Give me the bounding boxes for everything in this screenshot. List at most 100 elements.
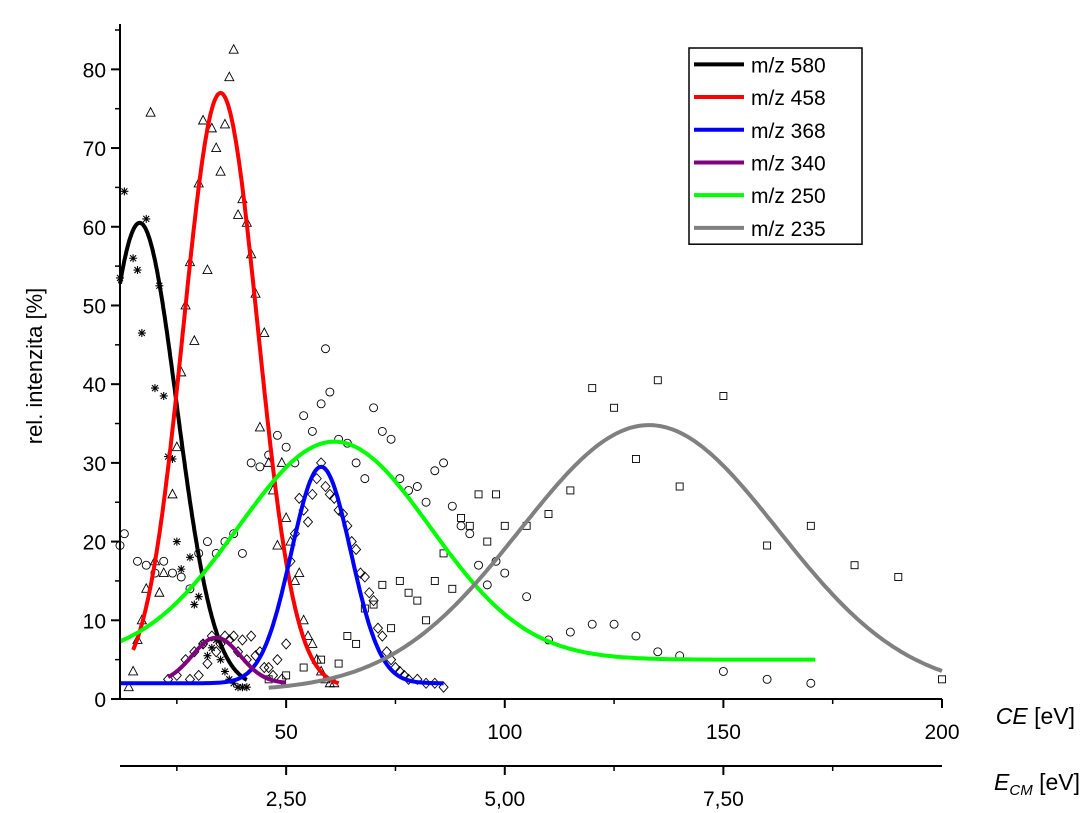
data-point (302, 630, 314, 640)
data-point (212, 635, 221, 644)
data-point (276, 456, 288, 467)
data-point (172, 537, 181, 546)
data-point (412, 482, 422, 491)
data-point (387, 624, 396, 633)
data-point (259, 661, 270, 674)
data-point (369, 403, 379, 413)
data-point (159, 391, 168, 400)
data-point (294, 492, 305, 504)
data-point (194, 592, 203, 601)
x-tick-label: 150 (706, 721, 741, 744)
data-point (176, 572, 186, 582)
data-point (422, 616, 431, 625)
data-point (351, 458, 361, 468)
data-point (206, 630, 217, 642)
fit-curve (131, 91, 340, 686)
data-point (364, 587, 375, 599)
data-point (483, 537, 492, 546)
data-point (368, 594, 379, 607)
data-point (320, 480, 331, 493)
data-point (263, 661, 274, 674)
data-point (395, 474, 405, 484)
data-point (587, 619, 597, 629)
y-tick-label: 20 (83, 532, 106, 555)
axes-layer: 0 10 20 30 40 50 60 70 80 50 100 150 200 2,50 5,00 7,50 (83, 24, 960, 811)
data-point (395, 576, 404, 585)
data-point (177, 565, 186, 574)
series-points (264, 376, 946, 684)
data-point (360, 474, 370, 484)
data-point (386, 434, 396, 444)
data-point (282, 671, 291, 680)
data-point (158, 567, 169, 578)
data-point (850, 561, 859, 570)
data-point (237, 634, 248, 646)
x-axis-label-secondary-unit: [eV] (1033, 769, 1080, 795)
data-point (566, 486, 575, 495)
x-tick-label: 100 (487, 721, 522, 744)
data-point (421, 497, 431, 507)
data-point (565, 627, 575, 637)
data-point (189, 334, 200, 345)
data-point (307, 426, 317, 436)
x-axis-label-main: CE [eV] (996, 703, 1075, 729)
data-point (430, 466, 440, 476)
data-point (465, 529, 475, 539)
data-point (294, 567, 305, 578)
data-point (159, 556, 169, 566)
fit-curve (166, 635, 288, 685)
data-point (167, 488, 178, 499)
data-point (216, 655, 225, 664)
data-point (254, 421, 266, 432)
data-point (544, 510, 553, 518)
data-point (447, 501, 457, 511)
data-point (377, 426, 387, 436)
data-point (133, 556, 142, 566)
data-point (321, 344, 330, 354)
fit-curve (118, 220, 249, 682)
data-point (207, 643, 216, 652)
fit-curve (119, 464, 445, 686)
data-point (168, 454, 177, 463)
data-point (675, 482, 684, 491)
data-point (316, 399, 326, 409)
data-point (120, 187, 129, 196)
data-point (289, 574, 301, 585)
data-point (197, 114, 209, 125)
data-point (185, 553, 194, 562)
data-point (474, 490, 483, 499)
data-point (259, 327, 270, 337)
data-point (129, 254, 138, 263)
legend-label: m/z 235 (751, 218, 826, 241)
data-point (171, 441, 183, 452)
y-tick-label: 50 (83, 295, 106, 318)
data-point (141, 560, 151, 570)
data-point (307, 637, 318, 648)
data-point (123, 681, 134, 692)
secondary-x-tick-label: 2,50 (266, 788, 307, 811)
data-point (211, 646, 222, 658)
data-point (228, 630, 239, 642)
legend: m/z 580 m/z 458 m/z 368 m/z 340 m/z 250 m/z 2… (688, 47, 863, 245)
data-point (238, 683, 247, 692)
data-point (307, 488, 318, 501)
data-point (324, 488, 335, 501)
data-point (145, 106, 156, 117)
data-point (190, 600, 199, 609)
fit-curve (119, 439, 816, 662)
data-point (404, 588, 413, 597)
legend-label: m/z 458 (751, 87, 826, 110)
data-point (281, 442, 291, 452)
data-point (653, 376, 662, 385)
data-point (302, 516, 314, 528)
data-point (351, 543, 362, 556)
data-point (474, 560, 483, 570)
data-point (224, 71, 235, 82)
data-point (631, 631, 641, 641)
data-point (219, 118, 231, 129)
data-point (631, 454, 640, 463)
data-point (377, 630, 388, 642)
data-point (372, 622, 384, 634)
legend-label: m/z 368 (751, 120, 826, 143)
data-point (355, 567, 366, 579)
